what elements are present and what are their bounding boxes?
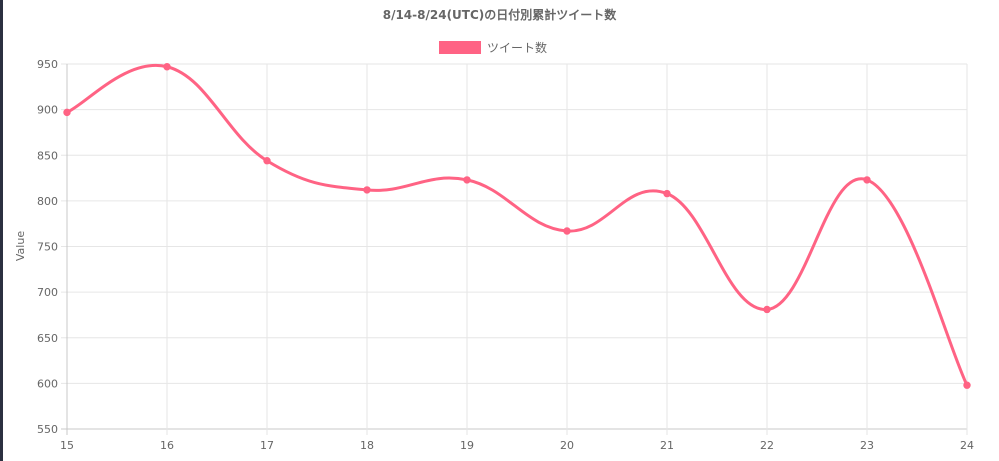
x-tick-label: 19 — [460, 439, 474, 452]
y-axis-title: Value — [14, 231, 27, 261]
y-tick-label: 800 — [37, 195, 58, 208]
x-tick-label: 21 — [660, 439, 674, 452]
data-point[interactable] — [164, 64, 170, 70]
x-tick-label: 16 — [160, 439, 174, 452]
y-tick-label: 700 — [37, 286, 58, 299]
data-point[interactable] — [264, 158, 270, 164]
data-point[interactable] — [664, 190, 670, 196]
data-point[interactable] — [964, 382, 970, 388]
x-tick-label: 17 — [260, 439, 274, 452]
data-point[interactable] — [564, 228, 570, 234]
y-tick-label: 550 — [37, 423, 58, 436]
data-point[interactable] — [64, 109, 70, 115]
y-tick-label: 650 — [37, 332, 58, 345]
data-point[interactable] — [764, 306, 770, 312]
data-point[interactable] — [364, 187, 370, 193]
series-line — [67, 65, 967, 385]
y-tick-label: 900 — [37, 104, 58, 117]
x-tick-label: 18 — [360, 439, 374, 452]
x-tick-label: 23 — [860, 439, 874, 452]
y-tick-label: 950 — [37, 58, 58, 71]
x-tick-label: 24 — [960, 439, 974, 452]
x-tick-label: 22 — [760, 439, 774, 452]
x-tick-label: 20 — [560, 439, 574, 452]
y-tick-label: 850 — [37, 149, 58, 162]
x-tick-label: 15 — [60, 439, 74, 452]
y-tick-label: 750 — [37, 241, 58, 254]
data-point[interactable] — [864, 177, 870, 183]
data-point[interactable] — [464, 177, 470, 183]
y-tick-label: 600 — [37, 377, 58, 390]
